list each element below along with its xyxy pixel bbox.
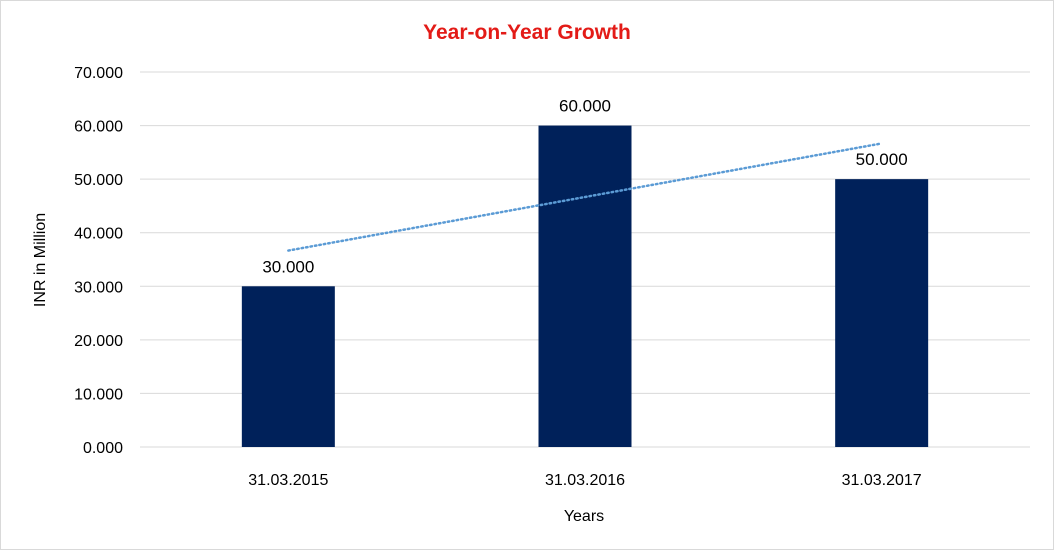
bars — [241, 125, 929, 448]
bar — [241, 286, 335, 447]
bar — [835, 179, 929, 447]
x-axis-tick-labels: 31.03.2015 31.03.2016 31.03.2017 — [248, 472, 922, 489]
y-tick-label: 40.000 — [74, 226, 123, 243]
x-tick-label: 31.03.2017 — [842, 472, 922, 489]
y-tick-label: 0.000 — [83, 440, 123, 457]
y-tick-label: 60.000 — [74, 119, 123, 136]
data-label: 60.000 — [559, 97, 611, 116]
trendline-layer — [287, 142, 883, 252]
data-label: 50.000 — [856, 150, 908, 169]
bar — [538, 125, 632, 448]
data-labels: 30.000 60.000 50.000 — [262, 97, 907, 277]
y-axis-tick-labels: 0.000 10.000 20.000 30.000 40.000 50.000 60.00… — [74, 65, 123, 457]
data-label: 30.000 — [262, 257, 314, 276]
x-tick-label: 31.03.2015 — [248, 472, 328, 489]
y-tick-label: 30.000 — [74, 279, 123, 296]
y-tick-label: 70.000 — [74, 65, 123, 82]
trendline — [287, 142, 883, 252]
y-tick-label: 20.000 — [74, 333, 123, 350]
y-tick-label: 50.000 — [74, 172, 123, 189]
chart-title: Year-on-Year Growth — [423, 21, 631, 44]
y-tick-label: 10.000 — [74, 386, 123, 403]
y-axis-title: INR in Million — [32, 213, 49, 307]
x-tick-label: 31.03.2016 — [545, 472, 625, 489]
x-axis-title: Years — [564, 508, 604, 525]
